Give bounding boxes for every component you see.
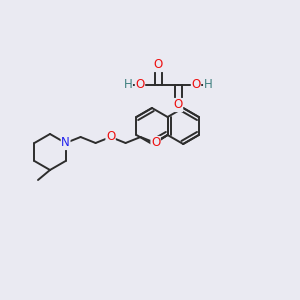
Text: O: O	[153, 58, 163, 71]
Text: O: O	[106, 130, 115, 143]
Text: O: O	[191, 79, 201, 92]
Text: H: H	[204, 79, 212, 92]
Text: O: O	[135, 79, 145, 92]
Text: O: O	[151, 136, 160, 149]
Text: H: H	[124, 79, 132, 92]
Text: O: O	[173, 98, 183, 112]
Text: N: N	[61, 136, 70, 149]
